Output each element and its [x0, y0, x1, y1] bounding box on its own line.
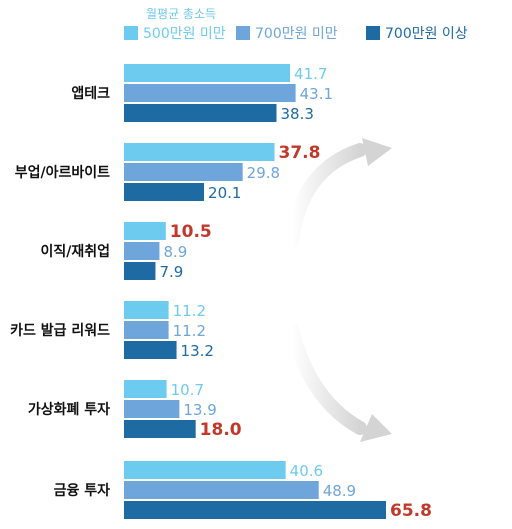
arrow-head-1 — [362, 138, 392, 166]
decorative-arrows — [285, 138, 392, 442]
category-label: 이직/재취업 — [40, 243, 110, 260]
value-label: 20.1 — [208, 184, 241, 202]
legend-title: 월평균 총소득 — [146, 7, 216, 21]
legend-label-3: 700만원 이상 — [385, 26, 468, 42]
category-label: 부업/아르바이트 — [15, 164, 110, 181]
legend-swatch-3 — [366, 26, 380, 40]
value-label: 7.9 — [159, 263, 183, 281]
bar — [124, 183, 205, 201]
value-label: 13.9 — [183, 401, 216, 419]
bar — [124, 104, 277, 122]
category-label: 카드 발급 리워드 — [10, 322, 110, 339]
bar — [124, 461, 286, 479]
category-label: 앱테크 — [71, 86, 110, 102]
bar — [124, 222, 166, 240]
bar — [124, 501, 386, 519]
bar — [124, 420, 196, 438]
value-label: 29.8 — [247, 164, 280, 182]
value-label: 10.5 — [170, 222, 212, 242]
value-label: 10.7 — [171, 381, 204, 399]
value-label: 40.6 — [290, 462, 323, 480]
arrow-curve-1 — [285, 143, 367, 249]
arrow-head-2 — [360, 414, 392, 442]
value-label: 48.9 — [323, 482, 356, 500]
bar — [124, 321, 169, 339]
bar — [124, 341, 177, 359]
bar — [124, 163, 243, 181]
bar — [124, 380, 167, 398]
legend-swatch-2 — [236, 26, 250, 40]
value-label: 41.7 — [294, 65, 327, 83]
bar — [124, 143, 275, 161]
value-label: 43.1 — [300, 85, 333, 103]
bar — [124, 262, 156, 280]
legend-label-1: 500만원 미만 — [143, 26, 226, 42]
bar — [124, 301, 169, 319]
bar — [124, 400, 180, 418]
value-label: 11.2 — [173, 302, 206, 320]
bar — [124, 84, 296, 102]
bars-group: 앱테크 41.7 43.1 38.3 부업/아르바이트 37.829.8 20.1 이직/재취… — [10, 64, 432, 521]
category-label: 금융 투자 — [54, 483, 111, 499]
value-label: 18.0 — [200, 420, 242, 440]
category-label: 가상화폐 투자 — [28, 402, 110, 418]
value-label: 13.2 — [181, 342, 214, 360]
value-label: 8.9 — [163, 243, 187, 261]
value-label: 65.8 — [390, 501, 432, 521]
bar — [124, 64, 291, 82]
legend-swatch-1 — [124, 26, 138, 40]
value-label: 37.8 — [279, 143, 321, 163]
legend-label-2: 700만원 미만 — [255, 26, 338, 42]
legend: 월평균 총소득 500만원 미만 700만원 미만 700만원 이상 — [124, 7, 468, 42]
bar — [124, 481, 319, 499]
value-label: 38.3 — [281, 105, 314, 123]
arrow-curve-2 — [285, 323, 367, 435]
value-label: 11.2 — [173, 322, 206, 340]
bar — [124, 242, 160, 260]
